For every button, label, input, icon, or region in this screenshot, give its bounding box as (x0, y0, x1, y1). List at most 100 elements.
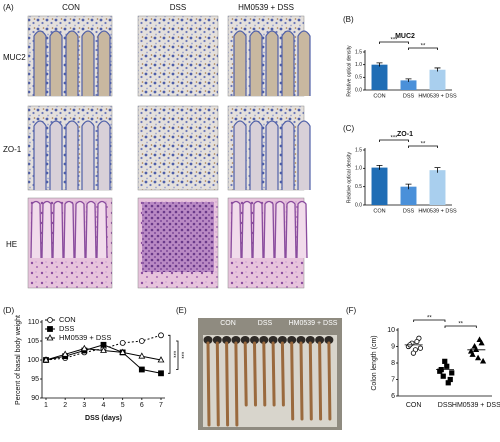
point (138, 352, 146, 359)
error-bar (405, 183, 412, 190)
crypt (33, 120, 47, 190)
colon-strand (280, 341, 285, 407)
colon-head (268, 336, 278, 344)
colon-head (277, 336, 287, 344)
y-tick-label: 110 (28, 319, 39, 326)
colon-strand (215, 341, 220, 427)
y-tick-label: 90 (31, 395, 39, 402)
chart-title: MUC2 (395, 33, 415, 40)
colon-strand (225, 341, 230, 427)
colon-head (287, 336, 297, 344)
x-tick-label: 4 (102, 402, 106, 409)
y-tick-label: 9 (391, 343, 395, 350)
y-tick-label: 1.0 (355, 166, 362, 172)
villus (52, 200, 64, 259)
colon-head (305, 336, 315, 344)
y-axis-label: Colon length (cm) (371, 335, 378, 390)
y-tick-label: 1.0 (355, 62, 362, 68)
villus (263, 200, 275, 259)
villus (274, 200, 286, 259)
crypt (297, 30, 311, 96)
row-label: MUC2 (3, 53, 26, 62)
x-tick-label: 5 (121, 402, 125, 409)
column-header: DSS (170, 3, 186, 12)
bar (371, 167, 388, 205)
y-axis-label: Relative optical density (346, 45, 352, 97)
x-tick-label: CON (406, 402, 422, 409)
significance-bracket (176, 340, 179, 370)
bar (429, 69, 446, 90)
point (417, 345, 424, 351)
colon-strand (262, 341, 267, 407)
crypt (65, 120, 79, 190)
error-bar (434, 67, 441, 72)
x-tick-label: 1 (44, 402, 48, 409)
colon-strand (271, 341, 276, 407)
point (442, 358, 448, 364)
point (47, 326, 53, 332)
bar (429, 170, 446, 205)
y-axis-label: Percent of basal body weight (15, 315, 22, 405)
point (119, 339, 126, 346)
point (478, 339, 485, 346)
significance-bracket (413, 319, 446, 322)
y-tick-label: 95 (31, 376, 39, 383)
point (158, 370, 164, 377)
photo-header: CON (220, 320, 236, 327)
legend-label: DSS (59, 324, 74, 333)
villus (241, 200, 253, 259)
significance-bracket (444, 325, 477, 328)
crypt (265, 30, 279, 96)
chart-title: ZO-1 (397, 131, 413, 138)
micrograph (137, 15, 219, 97)
point (440, 373, 446, 379)
point (100, 341, 107, 348)
error-bar (405, 78, 412, 82)
crypt (97, 120, 111, 190)
y-tick-label: 1.5 (355, 147, 362, 153)
significance-label: ** (427, 316, 432, 322)
point (410, 350, 417, 356)
colon-head (250, 336, 259, 344)
error-bar (434, 167, 441, 173)
photo-header: HM0539 + DSS (289, 320, 338, 327)
crypt (233, 120, 247, 190)
crypt (49, 120, 63, 190)
x-tick-label: CON (373, 93, 385, 99)
legend-label: CON (59, 315, 76, 324)
villus (85, 200, 97, 259)
point (158, 332, 164, 339)
inflamed-tissue (142, 202, 214, 272)
y-tick-label: 100 (27, 357, 39, 364)
crypt (49, 30, 63, 96)
point (42, 356, 50, 363)
x-tick-label: HM0539 + DSS (452, 402, 500, 409)
micrographs (27, 15, 311, 289)
legend-label: HM0539 + DSS (59, 333, 111, 342)
crypt (281, 30, 295, 96)
colon-head (324, 336, 334, 344)
colon-strand (234, 341, 239, 427)
crypt (233, 30, 247, 96)
x-tick-label: 7 (159, 402, 163, 409)
colon-strand (290, 341, 295, 421)
significance-bracket (379, 139, 409, 142)
colon-strand (308, 341, 313, 421)
error-bar (376, 62, 383, 67)
point (449, 370, 455, 376)
row-label: ZO-1 (3, 145, 22, 154)
column-header: CON (62, 3, 80, 12)
point (479, 357, 487, 364)
crypt (249, 120, 263, 190)
crypt (33, 30, 47, 96)
significance-bracket (168, 334, 171, 374)
y-tick-label: 0.0 (355, 202, 362, 208)
y-tick-label: 7 (391, 376, 395, 383)
point (444, 363, 450, 369)
point (100, 346, 107, 353)
colon-strand (299, 341, 304, 421)
photo-header: DSS (258, 320, 273, 327)
point (46, 334, 54, 341)
x-tick-label: DSS (403, 208, 415, 214)
